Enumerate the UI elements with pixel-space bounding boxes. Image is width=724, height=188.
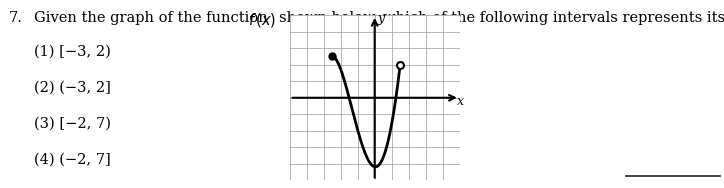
Text: Given the graph of the function: Given the graph of the function [34,11,268,25]
Text: y: y [377,12,384,25]
Text: shown below, which of the following intervals represents its domain?: shown below, which of the following inte… [279,11,724,25]
Text: (3) [−2, 7): (3) [−2, 7) [34,117,111,130]
Text: $f\,(x)$: $f\,(x)$ [248,11,276,29]
Text: (4) (−2, 7]: (4) (−2, 7] [34,152,111,166]
Text: (1) [−3, 2): (1) [−3, 2) [34,45,111,59]
Text: x: x [457,95,464,108]
Text: (2) (−3, 2]: (2) (−3, 2] [34,81,111,95]
Text: 7.: 7. [9,11,22,25]
